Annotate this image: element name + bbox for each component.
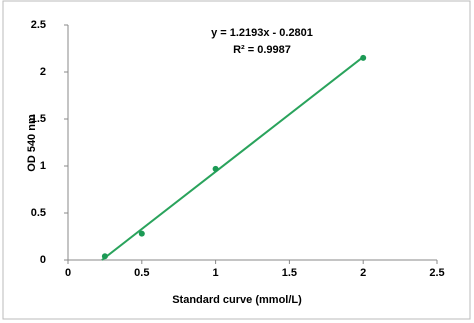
y-tick-label: 0.5 <box>31 207 46 219</box>
x-tick-label: 0.5 <box>134 267 149 279</box>
y-tick-label: 0 <box>40 254 46 266</box>
x-tick-label: 1 <box>213 267 219 279</box>
y-tick-label: 1 <box>40 160 46 172</box>
data-point <box>138 230 145 237</box>
x-tick-label: 2 <box>360 267 366 279</box>
y-axis-title: OD 540 nm <box>26 114 38 172</box>
x-tick-label: 0 <box>65 267 71 279</box>
data-point <box>212 165 219 172</box>
y-tick-label: 2 <box>40 66 46 78</box>
data-point <box>360 54 367 61</box>
x-tick-label: 2.5 <box>429 267 444 279</box>
annotation: y = 1.2193x - 0.2801 <box>211 27 313 39</box>
trendline <box>101 56 364 261</box>
y-tick-label: 2.5 <box>31 19 46 31</box>
x-tick-label: 1.5 <box>282 267 297 279</box>
x-axis-title: Standard curve (mmol/L) <box>172 294 302 306</box>
annotation: R² = 0.9987 <box>233 44 291 56</box>
y-tick-label: 1.5 <box>31 113 46 125</box>
data-point <box>101 253 108 260</box>
